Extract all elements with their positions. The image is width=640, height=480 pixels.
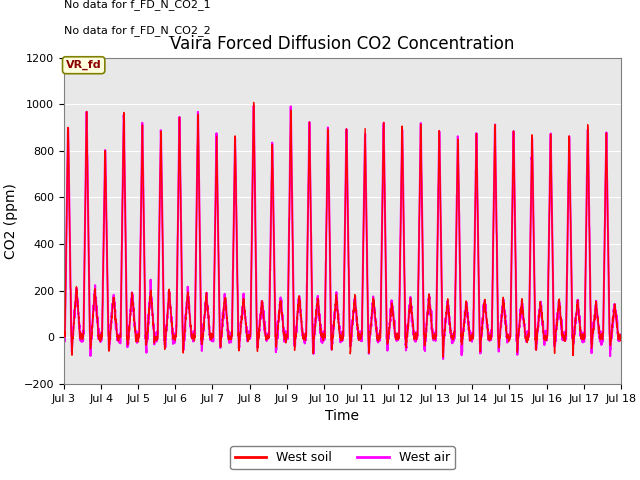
West air	[250, 103, 258, 108]
X-axis label: Time: Time	[325, 409, 360, 423]
West soil	[60, 331, 68, 337]
Text: VR_fd: VR_fd	[66, 60, 102, 71]
West soil	[439, 354, 447, 360]
Line: West air: West air	[64, 106, 621, 359]
West soil	[397, 216, 404, 222]
West soil	[617, 338, 625, 344]
West soil	[216, 311, 223, 316]
West air	[216, 310, 223, 316]
Text: No data for f_FD_N_CO2_1: No data for f_FD_N_CO2_1	[64, 0, 211, 10]
West soil	[617, 333, 625, 338]
West air	[179, 341, 187, 347]
Text: No data for f_FD_N_CO2_2: No data for f_FD_N_CO2_2	[64, 25, 211, 36]
West air	[439, 356, 447, 362]
Line: West soil: West soil	[64, 102, 621, 357]
West soil	[250, 99, 257, 105]
West air	[564, 202, 572, 208]
Legend: West soil, West air: West soil, West air	[230, 446, 454, 469]
West air	[60, 330, 68, 336]
Y-axis label: CO2 (ppm): CO2 (ppm)	[4, 183, 18, 259]
West soil	[179, 350, 187, 356]
West air	[397, 220, 404, 226]
West air	[617, 334, 625, 339]
Title: Vaira Forced Diffusion CO2 Concentration: Vaira Forced Diffusion CO2 Concentration	[170, 35, 515, 53]
West soil	[406, 295, 414, 301]
West soil	[564, 205, 572, 211]
West air	[406, 294, 414, 300]
West air	[617, 333, 625, 339]
